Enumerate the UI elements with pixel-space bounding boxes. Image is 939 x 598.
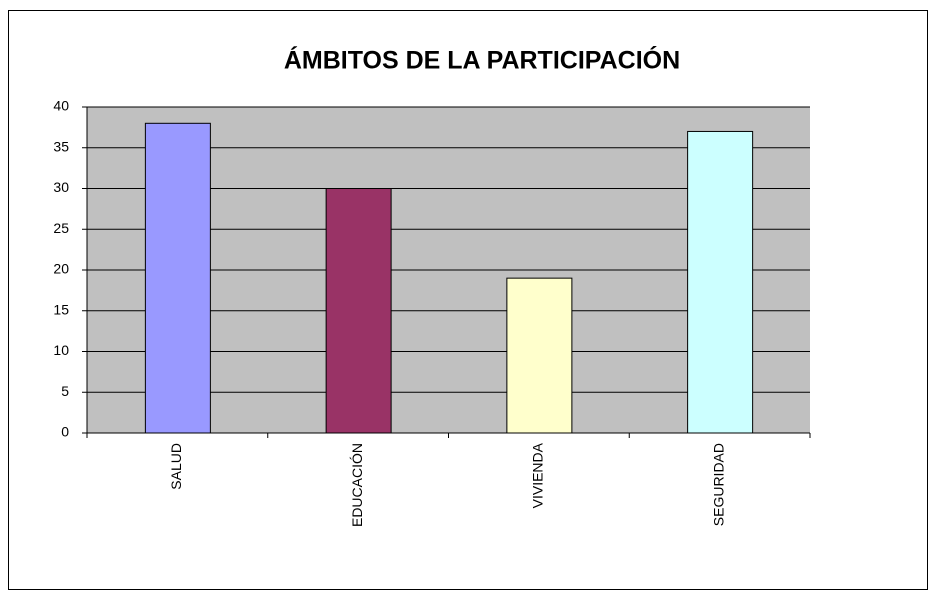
y-tick-label: 15 bbox=[53, 301, 69, 317]
y-tick-label: 30 bbox=[53, 179, 69, 195]
x-tick-label: VIVIENDA bbox=[530, 442, 546, 508]
bar bbox=[506, 277, 573, 434]
bar bbox=[144, 122, 211, 434]
y-tick-label: 0 bbox=[61, 424, 69, 440]
bar bbox=[325, 188, 392, 434]
y-tick-label: 40 bbox=[53, 98, 69, 114]
x-tick-label: SEGURIDAD bbox=[710, 443, 726, 526]
y-tick-label: 10 bbox=[53, 342, 69, 358]
y-tick-label: 25 bbox=[53, 220, 69, 236]
x-tick-label: SALUD bbox=[168, 443, 184, 490]
y-tick-label: 5 bbox=[61, 383, 69, 399]
chart-title: ÁMBITOS DE LA PARTICIPACIÓN bbox=[284, 45, 680, 75]
x-tick-label: EDUCACIÓN bbox=[349, 443, 365, 527]
y-tick-label: 20 bbox=[53, 261, 69, 277]
bar bbox=[687, 130, 754, 434]
y-tick-label: 35 bbox=[53, 138, 69, 154]
